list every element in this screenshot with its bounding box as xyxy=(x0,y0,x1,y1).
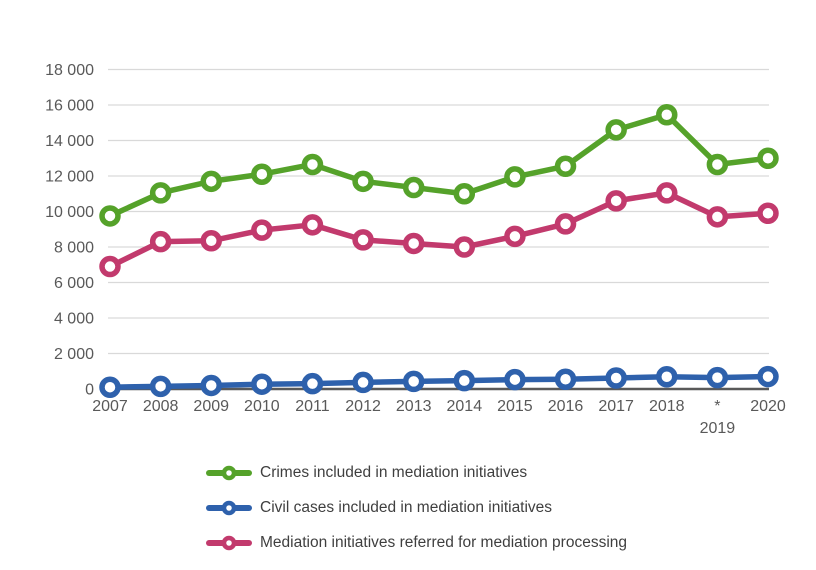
data-point xyxy=(757,202,779,225)
data-point xyxy=(352,229,374,251)
data-point xyxy=(656,182,678,204)
data-point xyxy=(402,370,425,393)
data-point xyxy=(554,213,577,235)
y-tick-label: 18 000 xyxy=(45,62,94,79)
data-point xyxy=(149,182,172,204)
x-tick-label: 2018 xyxy=(649,398,685,415)
data-point xyxy=(504,368,526,391)
legend-marker-icon xyxy=(206,465,252,480)
data-point xyxy=(402,232,425,255)
legend-item-mediation-initiatives: Mediation initiatives referred for media… xyxy=(206,533,627,552)
data-point xyxy=(504,225,526,248)
data-point xyxy=(301,153,324,176)
data-point xyxy=(656,104,678,126)
legend-item-crimes: Crimes included in mediation initiatives xyxy=(206,463,627,482)
x-tick-label: 2011 xyxy=(295,398,330,415)
data-point xyxy=(352,371,374,394)
y-tick-label: 12 000 xyxy=(45,169,94,186)
x-tick-label: 2010 xyxy=(244,398,280,415)
y-tick-label: 8 000 xyxy=(54,240,94,257)
data-point xyxy=(200,230,222,252)
legend-item-civil-cases: Civil cases included in mediation initia… xyxy=(206,498,627,517)
line-chart: 0 2 000 4 000 6 000 8 000 10 000 12 000 14 000 1… xyxy=(45,62,786,437)
data-point xyxy=(453,369,476,392)
data-point xyxy=(200,170,222,193)
data-point xyxy=(504,166,526,188)
data-point xyxy=(301,372,324,395)
legend-circle-icon xyxy=(221,500,237,515)
y-tick-label: 4 000 xyxy=(54,311,94,328)
data-point xyxy=(554,155,577,177)
y-tick-label: 16 000 xyxy=(45,98,94,115)
x-tick-label: 2020 xyxy=(750,398,786,415)
data-point xyxy=(200,374,222,397)
data-point xyxy=(453,236,476,258)
data-point xyxy=(453,183,476,205)
data-point xyxy=(99,376,121,398)
legend-circle-icon xyxy=(221,465,237,480)
data-point xyxy=(757,365,779,388)
data-point xyxy=(706,153,729,176)
x-tick-label: * xyxy=(714,398,720,415)
legend-label: Mediation initiatives referred for media… xyxy=(260,533,628,551)
y-tick-label: 2 000 xyxy=(54,346,94,363)
y-tick-label: 0 xyxy=(85,382,94,399)
x-tick-label: 2016 xyxy=(548,398,584,415)
x-tick-label: 2014 xyxy=(447,398,483,415)
data-point xyxy=(251,219,273,241)
data-point xyxy=(99,255,121,278)
data-point xyxy=(605,119,627,141)
data-point xyxy=(706,206,729,228)
legend-marker-icon xyxy=(206,535,252,550)
y-tick-label: 6 000 xyxy=(54,275,94,292)
legend-circle-icon xyxy=(221,535,237,550)
x-tick-label: 2008 xyxy=(143,398,179,415)
data-point xyxy=(149,230,172,253)
x-tick-label: 2019 xyxy=(700,420,736,437)
data-point xyxy=(149,375,172,398)
data-point xyxy=(99,205,121,227)
y-tick-label: 14 000 xyxy=(45,133,94,150)
data-point xyxy=(352,170,374,193)
data-point xyxy=(605,367,627,389)
series-line xyxy=(107,190,771,270)
data-point xyxy=(757,147,779,169)
x-tick-label: 2007 xyxy=(92,398,128,415)
legend-label: Civil cases included in mediation initia… xyxy=(260,498,553,516)
data-point xyxy=(402,176,425,199)
data-point xyxy=(554,368,577,390)
x-tick-label: 2009 xyxy=(193,398,229,415)
x-tick-label: 2012 xyxy=(345,398,381,415)
data-point xyxy=(605,190,627,212)
legend-marker-icon xyxy=(206,500,252,515)
y-tick-label: 10 000 xyxy=(45,204,94,221)
data-point xyxy=(301,214,324,236)
x-tick-label: 2013 xyxy=(396,398,432,415)
data-point xyxy=(251,163,273,185)
x-tick-label: 2017 xyxy=(598,398,634,415)
x-tick-label: 2015 xyxy=(497,398,533,415)
data-point xyxy=(706,366,729,389)
data-point xyxy=(656,366,678,388)
legend-label: Crimes included in mediation initiatives xyxy=(260,463,528,481)
legend: Crimes included in mediation initiatives… xyxy=(206,463,627,552)
data-point xyxy=(251,373,273,395)
